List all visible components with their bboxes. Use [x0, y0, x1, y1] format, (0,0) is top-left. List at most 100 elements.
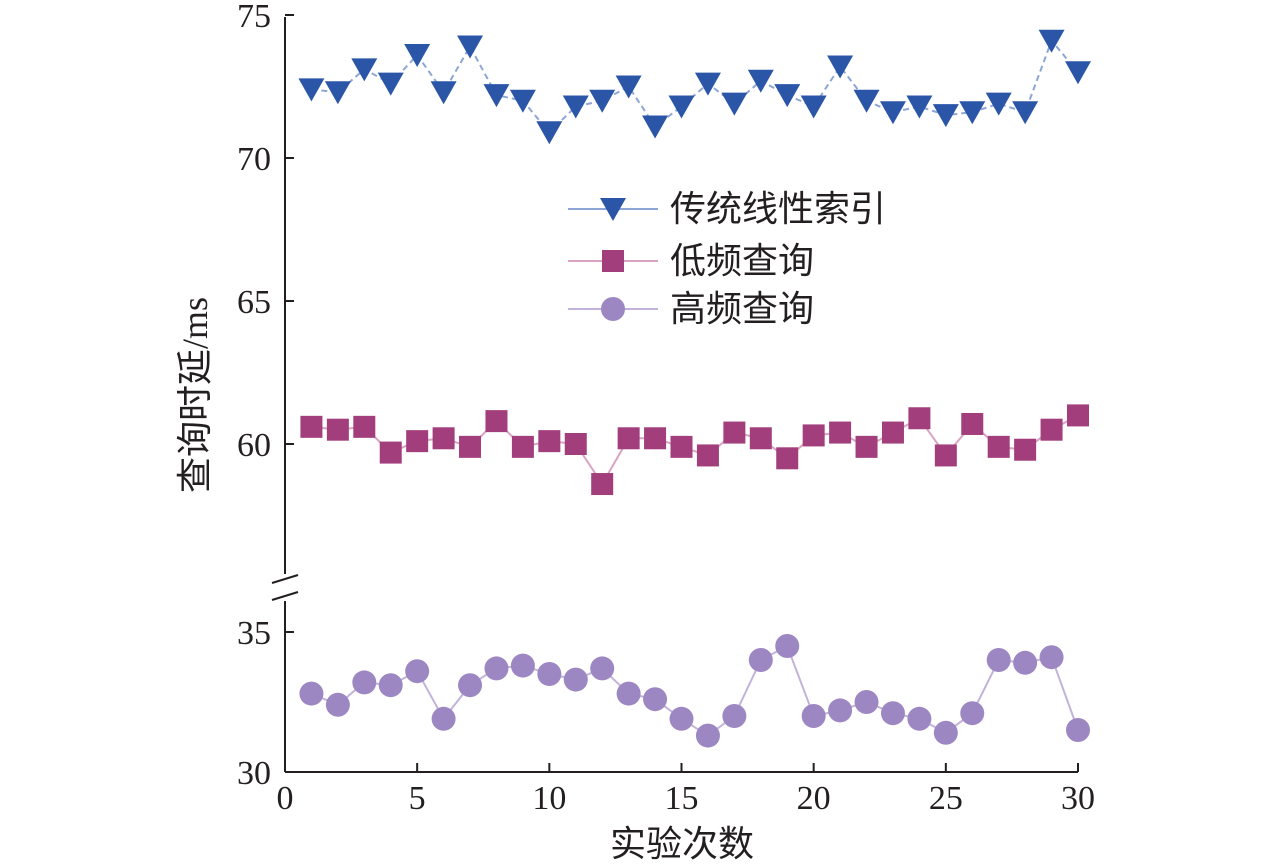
- data-point: [431, 706, 456, 731]
- data-point: [378, 673, 403, 698]
- data-point: [933, 720, 958, 745]
- data-point: [377, 72, 404, 96]
- data-point: [986, 648, 1011, 672]
- data-point: [485, 410, 508, 433]
- y-tick-label: 65: [237, 284, 271, 321]
- data-point: [538, 430, 561, 453]
- x-tick-label: 25: [929, 780, 963, 817]
- series-1: [298, 29, 1091, 145]
- data-point: [801, 704, 826, 728]
- data-point: [563, 667, 588, 692]
- legend-item: 传统线性索引: [568, 189, 886, 229]
- legend-marker: [600, 198, 626, 221]
- series-line: [311, 644, 1079, 737]
- y-tick-label: 70: [237, 141, 271, 178]
- series-2: [300, 404, 1089, 496]
- data-point: [670, 435, 693, 458]
- data-point: [854, 690, 879, 714]
- data-point: [722, 704, 747, 728]
- data-point: [960, 701, 985, 726]
- y-ticks: 30 35 60 65 70 75: [237, 0, 294, 792]
- data-point: [1013, 650, 1038, 675]
- y-tick-label: 35: [237, 615, 271, 652]
- data-point: [1012, 101, 1039, 125]
- x-tick-label: 0: [277, 780, 294, 817]
- data-point: [458, 673, 483, 698]
- data-point: [696, 444, 719, 467]
- data-point: [802, 424, 825, 447]
- y-tick-label: 75: [237, 0, 271, 35]
- data-point: [800, 95, 827, 119]
- x-tick-label: 15: [665, 780, 699, 817]
- legend-item: 高频查询: [568, 289, 814, 329]
- data-point: [325, 692, 350, 717]
- data-point: [775, 634, 800, 658]
- x-tick-label: 10: [532, 780, 566, 817]
- data-point: [509, 89, 536, 113]
- data-point: [668, 95, 695, 119]
- data-point: [300, 415, 323, 438]
- legend-marker: [602, 250, 624, 272]
- x-axis-title: 实验次数: [610, 824, 754, 864]
- data-point: [352, 670, 377, 695]
- data-point: [959, 101, 986, 125]
- data-point: [774, 84, 801, 108]
- data-point: [590, 656, 615, 681]
- data-point: [987, 435, 1010, 458]
- data-point: [932, 104, 959, 128]
- data-point: [616, 681, 641, 706]
- data-point: [536, 121, 563, 145]
- data-point: [564, 433, 587, 455]
- data-point: [324, 81, 351, 105]
- series-line: [311, 38, 1079, 134]
- data-point: [961, 412, 984, 435]
- series-layer: [298, 29, 1091, 748]
- data-point: [644, 427, 667, 450]
- data-point: [908, 407, 931, 430]
- data-point: [351, 58, 378, 82]
- legend-label: 传统线性索引: [670, 189, 886, 229]
- axes: [271, 17, 1078, 773]
- data-point: [642, 115, 669, 139]
- data-point: [537, 662, 562, 686]
- data-point: [1067, 404, 1089, 427]
- data-point: [615, 75, 642, 99]
- data-point: [828, 698, 853, 723]
- data-point: [1040, 418, 1063, 441]
- data-point: [617, 427, 640, 450]
- data-point: [695, 723, 720, 748]
- data-point: [1014, 438, 1037, 461]
- data-point: [1066, 718, 1090, 742]
- data-point: [748, 648, 773, 672]
- data-point: [827, 55, 854, 79]
- data-point: [299, 681, 324, 706]
- x-ticks: 0 5 10 15 20 25 30: [277, 763, 1095, 817]
- data-point: [511, 435, 534, 458]
- data-point: [430, 81, 457, 105]
- data-point: [1065, 61, 1091, 85]
- y-axis-title: 查询时延/ms: [175, 297, 215, 493]
- data-point: [1038, 29, 1065, 53]
- data-point: [907, 706, 932, 731]
- data-point: [985, 92, 1012, 116]
- data-point: [749, 427, 772, 450]
- data-point: [669, 706, 694, 731]
- data-point: [510, 653, 535, 678]
- x-tick-label: 5: [409, 780, 426, 817]
- data-point: [853, 89, 880, 113]
- data-point: [747, 69, 774, 93]
- data-point: [457, 35, 484, 59]
- data-point: [591, 473, 614, 496]
- legend-label: 高频查询: [670, 289, 814, 329]
- y-tick-label: 30: [237, 755, 271, 792]
- data-point: [881, 421, 904, 444]
- data-point: [880, 701, 905, 726]
- data-point: [326, 418, 349, 441]
- data-point: [483, 84, 510, 108]
- data-point: [879, 101, 906, 125]
- data-point: [721, 92, 748, 116]
- data-point: [855, 435, 878, 458]
- data-point: [562, 95, 589, 119]
